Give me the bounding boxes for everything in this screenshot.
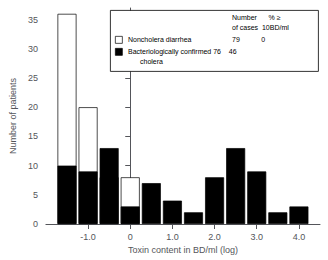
svg-text:Toxin content in BD/ml (log): Toxin content in BD/ml (log) <box>128 245 238 255</box>
svg-text:30: 30 <box>28 44 38 54</box>
svg-text:Number % ≥: Number % ≥ <box>232 14 281 21</box>
svg-text:-1.0: -1.0 <box>80 232 96 242</box>
svg-text:Bacteriologically confirmed 76: Bacteriologically confirmed 76 46 <box>128 48 237 56</box>
svg-text:35: 35 <box>28 15 38 25</box>
svg-text:20: 20 <box>28 102 38 112</box>
svg-text:cholera: cholera <box>140 58 163 65</box>
svg-text:0: 0 <box>33 219 38 229</box>
svg-text:1.0: 1.0 <box>166 232 179 242</box>
svg-text:of cases 10BD/ml: of cases 10BD/ml <box>232 24 289 31</box>
svg-text:Noncholera diarrhea: Noncholera diarrhea <box>128 36 192 43</box>
svg-text:25: 25 <box>28 73 38 83</box>
svg-text:10: 10 <box>28 161 38 171</box>
svg-text:5: 5 <box>33 190 38 200</box>
svg-text:0: 0 <box>128 232 133 242</box>
svg-text:3.0: 3.0 <box>250 232 263 242</box>
svg-text:4.0: 4.0 <box>293 232 306 242</box>
svg-text:Number of patients: Number of patients <box>8 77 18 154</box>
svg-text:15: 15 <box>28 131 38 141</box>
svg-text:79 0: 79 0 <box>232 36 265 43</box>
svg-text:2.0: 2.0 <box>208 232 221 242</box>
